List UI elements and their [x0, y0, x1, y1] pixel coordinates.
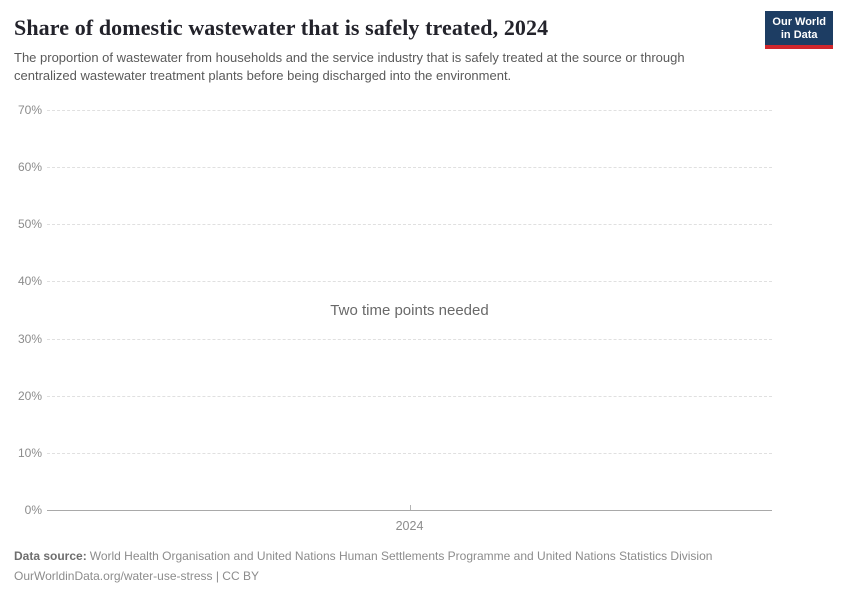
- y-tick-label-70: 70%: [17, 103, 42, 117]
- owid-logo[interactable]: Our World in Data: [765, 11, 833, 49]
- attribution-link[interactable]: OurWorldinData.org/water-use-stress | CC…: [14, 569, 259, 583]
- y-tick-label-40: 40%: [17, 274, 42, 289]
- data-source-text: World Health Organisation and United Nat…: [89, 549, 713, 563]
- empty-chart-message: Two time points needed: [330, 302, 489, 319]
- y-gridline-10: [47, 452, 772, 454]
- x-tickmark-2024: [409, 505, 411, 510]
- chart-footer: Data source: World Health Organisation an…: [14, 546, 836, 586]
- y-tick-label-0: 0%: [24, 503, 42, 517]
- data-source-line: Data source: World Health Organisation an…: [14, 546, 836, 566]
- chart-title: Share of domestic wastewater that is saf…: [14, 15, 549, 40]
- x-tick-label-2024: 2024: [395, 519, 424, 533]
- y-gridline-20: [47, 395, 772, 397]
- y-tick-label-10: 10%: [17, 445, 42, 460]
- y-gridline-50: [47, 224, 772, 226]
- owid-logo-line1: Our World: [772, 16, 826, 28]
- y-gridline-40: [47, 281, 772, 283]
- chart-subtitle: The proportion of wastewater from househ…: [14, 50, 685, 83]
- y-gridline-70: [47, 110, 772, 111]
- y-tick-label-30: 30%: [17, 331, 42, 346]
- y-tick-label-50: 50%: [17, 217, 42, 232]
- y-tick-label-20: 20%: [17, 388, 42, 403]
- x-axis-line: [47, 510, 772, 511]
- y-tick-label-60: 60%: [17, 160, 42, 175]
- y-gridline-30: [47, 338, 772, 340]
- y-gridline-60: [47, 167, 772, 169]
- data-source-label: Data source:: [14, 549, 87, 563]
- attribution-line: OurWorldinData.org/water-use-stress | CC…: [14, 566, 836, 586]
- owid-logo-line2: in Data: [780, 29, 818, 41]
